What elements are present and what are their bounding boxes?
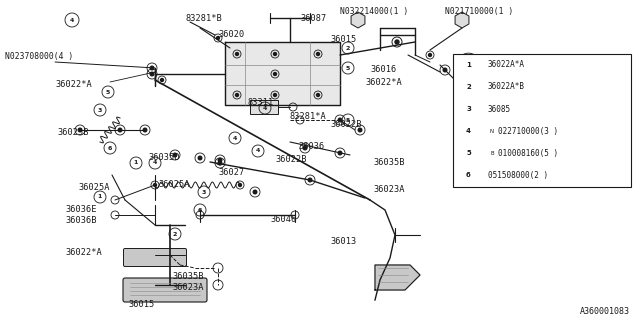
Text: 36022*A: 36022*A xyxy=(365,78,402,87)
Circle shape xyxy=(218,158,222,162)
Circle shape xyxy=(273,93,276,97)
Text: 36085: 36085 xyxy=(488,105,511,114)
Text: 36016: 36016 xyxy=(370,65,396,74)
Text: N023708000(4 ): N023708000(4 ) xyxy=(5,52,73,61)
Circle shape xyxy=(236,93,239,97)
Circle shape xyxy=(358,128,362,132)
Text: 3: 3 xyxy=(202,189,206,195)
Circle shape xyxy=(78,128,82,132)
Circle shape xyxy=(273,52,276,55)
Circle shape xyxy=(218,161,222,165)
Text: 36036E: 36036E xyxy=(65,205,97,214)
Circle shape xyxy=(429,53,431,57)
Text: 5: 5 xyxy=(466,150,471,156)
Text: N: N xyxy=(490,129,494,134)
Circle shape xyxy=(395,40,399,44)
Text: 1: 1 xyxy=(134,161,138,165)
Text: 2: 2 xyxy=(346,45,350,51)
Text: 36025B: 36025B xyxy=(57,128,88,137)
Text: 4: 4 xyxy=(233,135,237,140)
Circle shape xyxy=(173,153,177,157)
Text: 36025A: 36025A xyxy=(158,180,189,189)
FancyBboxPatch shape xyxy=(123,278,207,302)
FancyBboxPatch shape xyxy=(250,100,278,114)
Text: 051508000(2 ): 051508000(2 ) xyxy=(488,171,548,180)
Text: A360001083: A360001083 xyxy=(580,307,630,316)
Text: 010008160(5 ): 010008160(5 ) xyxy=(498,149,558,158)
Text: 1: 1 xyxy=(98,195,102,199)
Text: 36035B: 36035B xyxy=(172,272,204,281)
Circle shape xyxy=(308,178,312,182)
Circle shape xyxy=(154,183,157,187)
Polygon shape xyxy=(375,265,420,290)
Text: 6: 6 xyxy=(466,172,471,179)
Text: 83311: 83311 xyxy=(248,98,275,107)
Text: 36015: 36015 xyxy=(128,300,154,309)
Text: 1: 1 xyxy=(466,62,471,68)
Circle shape xyxy=(198,156,202,160)
Text: 36023A: 36023A xyxy=(172,283,204,292)
Text: 36025A: 36025A xyxy=(78,183,109,192)
Text: 36013: 36013 xyxy=(330,237,356,246)
Text: 4: 4 xyxy=(466,128,471,134)
Text: 36022A*B: 36022A*B xyxy=(488,83,525,92)
Text: 4: 4 xyxy=(153,161,157,165)
Circle shape xyxy=(161,78,163,82)
Circle shape xyxy=(239,183,241,187)
Circle shape xyxy=(338,151,342,155)
Text: 36023A: 36023A xyxy=(373,185,404,194)
Circle shape xyxy=(338,118,342,122)
Circle shape xyxy=(236,52,239,55)
Text: 3: 3 xyxy=(466,106,471,112)
Text: N021710000(1 ): N021710000(1 ) xyxy=(445,7,513,16)
Circle shape xyxy=(317,52,319,55)
Circle shape xyxy=(118,128,122,132)
Text: 5: 5 xyxy=(106,90,110,94)
Text: 2: 2 xyxy=(466,84,471,90)
Circle shape xyxy=(216,36,220,39)
Text: 5: 5 xyxy=(346,66,350,70)
Text: B: B xyxy=(490,151,493,156)
Text: 36035D: 36035D xyxy=(148,153,179,162)
Circle shape xyxy=(150,66,154,70)
Text: 6: 6 xyxy=(108,146,112,150)
Text: 36022A*A: 36022A*A xyxy=(488,60,525,69)
Text: 4: 4 xyxy=(263,106,267,110)
Circle shape xyxy=(317,93,319,97)
Text: 36046: 36046 xyxy=(270,215,296,224)
Circle shape xyxy=(273,73,276,76)
Text: N032214000(1 ): N032214000(1 ) xyxy=(340,7,408,16)
Circle shape xyxy=(150,72,154,76)
Text: 36022*A: 36022*A xyxy=(65,248,102,257)
Text: 5: 5 xyxy=(346,117,350,123)
Circle shape xyxy=(443,68,447,72)
Circle shape xyxy=(303,146,307,150)
Text: 2: 2 xyxy=(173,231,177,236)
Text: 36036: 36036 xyxy=(298,142,324,151)
Text: 36087: 36087 xyxy=(300,14,326,23)
Polygon shape xyxy=(225,42,340,105)
Text: 6: 6 xyxy=(198,207,202,212)
Text: 4: 4 xyxy=(70,18,74,22)
Text: 36036B: 36036B xyxy=(65,216,97,225)
Text: 36027: 36027 xyxy=(218,168,244,177)
Text: 022710000(3 ): 022710000(3 ) xyxy=(498,127,558,136)
Text: 36015: 36015 xyxy=(330,35,356,44)
Text: 83281*A: 83281*A xyxy=(290,112,327,121)
Text: 4: 4 xyxy=(256,148,260,154)
Text: 36022B: 36022B xyxy=(275,155,307,164)
Circle shape xyxy=(253,190,257,194)
Text: 36020: 36020 xyxy=(218,30,244,39)
FancyBboxPatch shape xyxy=(124,249,186,267)
Circle shape xyxy=(143,128,147,132)
Text: 36035B: 36035B xyxy=(373,158,404,167)
Text: 83281*B: 83281*B xyxy=(185,14,221,23)
Text: 3: 3 xyxy=(98,108,102,113)
Text: 36022*A: 36022*A xyxy=(55,80,92,89)
FancyBboxPatch shape xyxy=(453,54,631,187)
Text: 36022B: 36022B xyxy=(330,120,362,129)
